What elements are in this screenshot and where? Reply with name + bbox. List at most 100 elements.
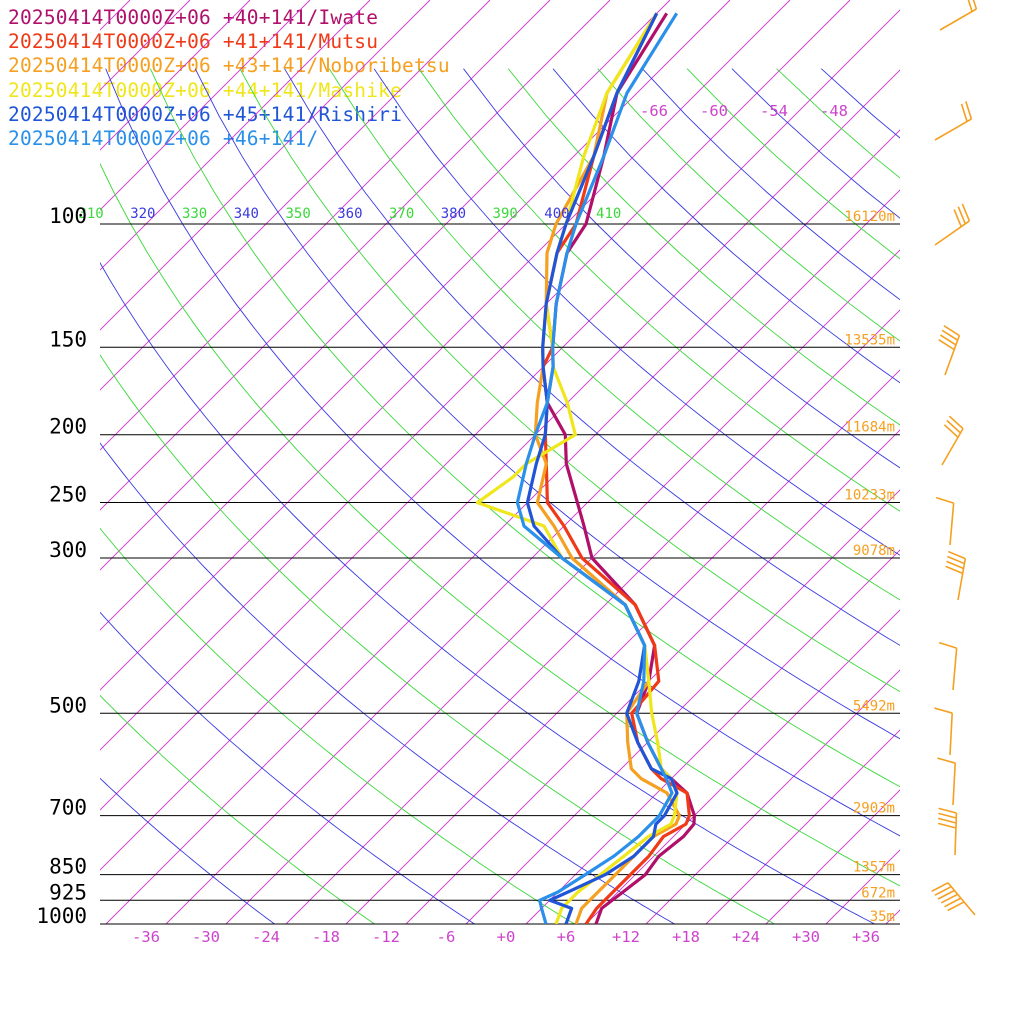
theta-label: 390 — [493, 206, 518, 222]
wind-barb-flag — [937, 822, 957, 829]
pressure-label: 100 — [49, 204, 87, 228]
height-label: 16120m — [844, 209, 895, 225]
wind-barb-staff — [934, 220, 970, 246]
theta-label: 410 — [596, 206, 621, 222]
isotherm-line — [825, 849, 900, 924]
x-tick-label: +18 — [672, 928, 700, 946]
x-tick-label: +6 — [557, 928, 576, 946]
isotherm-line — [885, 909, 900, 924]
isotherm-line — [525, 549, 900, 924]
dry-adiabat-line — [239, 68, 900, 693]
x-tick-label: +30 — [792, 928, 820, 946]
isotherm-top-label: -54 — [760, 102, 788, 120]
wind-barb-flag — [938, 807, 957, 814]
isotherm-line — [345, 369, 900, 924]
wind-barb-flag — [941, 329, 959, 341]
dry-adiabat-line — [418, 68, 900, 512]
pressure-label: 300 — [49, 538, 87, 562]
x-tick-label: -12 — [372, 928, 400, 946]
isotherm-line — [705, 729, 900, 924]
isotherm-line — [0, 0, 10, 924]
wind-barb-flag — [937, 889, 955, 900]
wind-barb-flag — [944, 897, 962, 908]
isotherm-line — [100, 0, 131, 31]
wind-barb — [934, 101, 973, 141]
isotherm-line — [100, 69, 900, 871]
theta-label: 340 — [234, 206, 259, 222]
legend-entry: 20250414T0000Z+06 +46+141/ — [8, 126, 319, 150]
wind-barb — [939, 0, 978, 31]
pressure-label: 200 — [49, 415, 87, 439]
isotherm-top-label: -66 — [640, 102, 668, 120]
wind-barb-flag — [945, 565, 963, 575]
isotherm-line — [100, 0, 431, 331]
legend: 20250414T0000Z+06 +40+141/Iwate 20250414… — [8, 6, 450, 151]
dry-adiabat-line — [100, 261, 875, 924]
sounding-line — [515, 12, 679, 924]
dry-adiabat-line — [284, 68, 900, 646]
wind-barb-staff — [952, 648, 958, 691]
x-tick-label: +24 — [732, 928, 760, 946]
isotherm-line — [465, 489, 900, 924]
wind-barb-flag — [946, 560, 964, 570]
pressure-label: 850 — [49, 855, 87, 879]
wind-barb-staff — [949, 713, 953, 756]
wind-barb-flag — [946, 419, 962, 434]
wind-barb-flag — [960, 103, 968, 122]
wind-barb-flag — [965, 101, 973, 120]
x-tick-label: -24 — [252, 928, 280, 946]
height-label: 1357m — [853, 860, 895, 876]
isotherm-line — [100, 0, 191, 91]
wind-barb-flag — [947, 901, 965, 912]
legend-entry: 20250414T0000Z+06 +41+141/Mutsu — [8, 30, 379, 54]
wind-barb-flag — [961, 203, 971, 222]
isotherm-line — [585, 609, 900, 924]
pressure-label: 250 — [49, 483, 87, 507]
isotherm-line — [645, 669, 900, 924]
wind-barb-flag — [938, 812, 957, 819]
wind-barb — [945, 550, 967, 601]
wind-barb — [935, 496, 955, 546]
dry-adiabat-line — [328, 68, 900, 601]
height-label: 10233m — [844, 488, 895, 504]
wind-barb-flag — [937, 757, 956, 764]
legend-entry: 20250414T0000Z+06 +43+141/Noboribetsu — [8, 54, 450, 78]
isotherm-line — [100, 0, 311, 211]
wind-barb-flag — [939, 334, 957, 346]
dry-adiabat-lines — [100, 68, 900, 924]
wind-barb-flag — [940, 893, 959, 904]
height-label: 11684m — [844, 420, 895, 436]
height-label: 2903m — [853, 801, 895, 817]
wind-barb-staff — [957, 558, 967, 601]
legend-entry: 20250414T0000Z+06 +45+141/Rishiri — [8, 102, 403, 126]
wind-barb-flag — [970, 0, 978, 10]
wind-barb — [938, 641, 958, 691]
height-label: 9078m — [853, 543, 895, 559]
wind-barb — [937, 807, 958, 856]
wind-barb-staff — [947, 882, 976, 916]
wind-barb-flag — [934, 885, 952, 896]
isotherm-line — [100, 0, 791, 691]
wind-barb-flag — [957, 206, 967, 225]
height-label: 35m — [870, 909, 895, 925]
wind-barb-staff — [939, 8, 977, 31]
pressure-label: 700 — [49, 796, 87, 820]
legend-entry: 20250414T0000Z+06 +40+141/Iwate — [8, 6, 379, 29]
isotherm-line — [100, 0, 371, 271]
wind-barb — [941, 415, 964, 466]
pressure-label: 1000 — [36, 904, 87, 928]
wind-barb-flag — [931, 882, 949, 893]
theta-label: 380 — [441, 206, 466, 222]
wind-barb-flag — [943, 424, 959, 438]
height-label: 13535m — [844, 332, 895, 348]
dry-adiabat-line — [373, 68, 900, 556]
dry-adiabat-line — [149, 68, 900, 788]
isotherm-line — [225, 249, 900, 924]
wind-barb-flag — [953, 209, 962, 227]
x-tick-label: -6 — [437, 928, 456, 946]
legend-entry: 20250414T0000Z+06 +44+141/Mashike — [8, 78, 403, 102]
dry-adiabat-line — [105, 68, 900, 837]
wind-barb-flag — [943, 324, 960, 337]
axis-labels: 310 320 330 340 350 360 370 380 390 400 410 100 1612… — [36, 102, 895, 946]
isotherm-line — [405, 429, 900, 924]
